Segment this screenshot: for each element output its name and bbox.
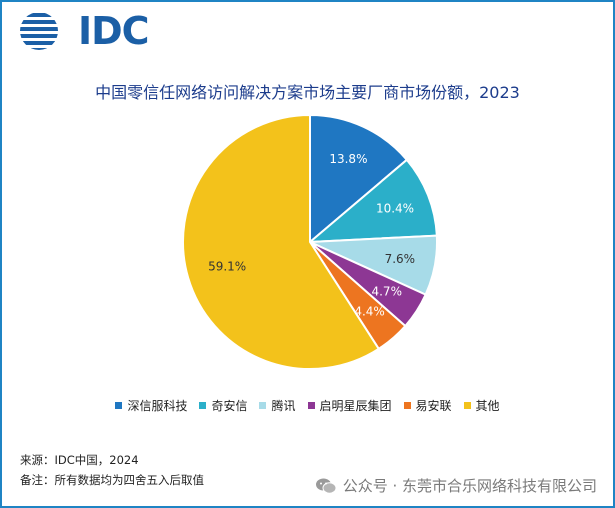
- legend-swatch: [463, 402, 471, 409]
- pie-chart: 13.8% 10.4% 7.6% 4.7% 4.4% 59.1%: [182, 113, 438, 370]
- legend-label: 启明星辰集团: [319, 399, 392, 413]
- slice-label-3: 7.6%: [385, 252, 416, 266]
- legend-swatch: [403, 402, 411, 409]
- slice-label-1: 13.8%: [329, 152, 367, 166]
- slice-label-2: 10.4%: [376, 201, 414, 215]
- slice-label-6: 59.1%: [208, 259, 246, 273]
- watermark: 公众号 · 东莞市合乐网络科技有限公司: [315, 475, 597, 496]
- legend-item-4: 启明星辰集团: [307, 397, 392, 414]
- legend-item-1: 深信服科技: [115, 397, 187, 414]
- footnote: 备注：所有数据均为四舍五入后取值: [20, 473, 204, 487]
- chart-legend: 深信服科技 奇安信 腾讯 启明星辰集团 易安联 其他: [2, 397, 613, 414]
- legend-swatch: [259, 402, 267, 409]
- legend-label: 腾讯: [271, 399, 296, 413]
- source-note: 来源：IDC中国，2024: [20, 453, 139, 467]
- chart-title: 中国零信任网络访问解决方案市场主要厂商市场份额，2023: [95, 83, 520, 102]
- pie-slice-6: [182, 113, 381, 370]
- globe-icon: [20, 13, 58, 50]
- idc-logo: IDC: [18, 9, 150, 53]
- slice-label-4: 4.7%: [371, 285, 402, 299]
- legend-swatch: [199, 402, 207, 409]
- legend-item-2: 奇安信: [199, 397, 247, 414]
- legend-item-3: 腾讯: [259, 397, 296, 414]
- slice-label-5: 4.4%: [354, 304, 385, 318]
- legend-swatch: [307, 402, 315, 409]
- legend-label: 奇安信: [211, 399, 248, 413]
- pie-slice-1: [309, 113, 409, 245]
- legend-item-6: 其他: [463, 397, 500, 414]
- legend-label: 其他: [475, 399, 500, 413]
- watermark-text: 公众号 · 东莞市合乐网络科技有限公司: [342, 477, 597, 495]
- pie-slice-2: [307, 158, 438, 244]
- legend-label: 深信服科技: [127, 399, 188, 413]
- legend-swatch: [115, 402, 123, 409]
- legend-item-5: 易安联: [403, 397, 452, 414]
- logo-text: IDC: [78, 9, 150, 53]
- legend-label: 易安联: [415, 399, 452, 413]
- wechat-icon: [315, 478, 337, 494]
